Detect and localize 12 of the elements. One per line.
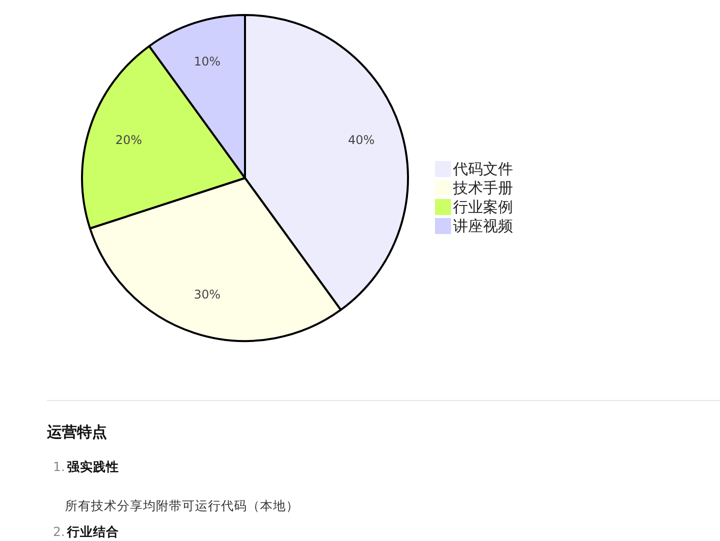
data-label: 30% bbox=[194, 287, 221, 302]
data-label: 20% bbox=[115, 133, 142, 148]
legend-label: 技术手册 bbox=[452, 179, 513, 197]
text: 2. 行业结合 bbox=[53, 524, 119, 539]
text: 1. 强实践性 bbox=[53, 459, 119, 474]
data-label: 40% bbox=[348, 133, 375, 148]
text: 所有技术分享均附带可运行代码（本地） bbox=[65, 498, 299, 513]
legend-label: 行业案例 bbox=[453, 198, 513, 216]
legend-label: 讲座视频 bbox=[453, 217, 513, 235]
data-label: 10% bbox=[194, 54, 221, 69]
text: 运营特点 bbox=[47, 423, 107, 441]
legend-label: 代码文件 bbox=[452, 160, 513, 178]
